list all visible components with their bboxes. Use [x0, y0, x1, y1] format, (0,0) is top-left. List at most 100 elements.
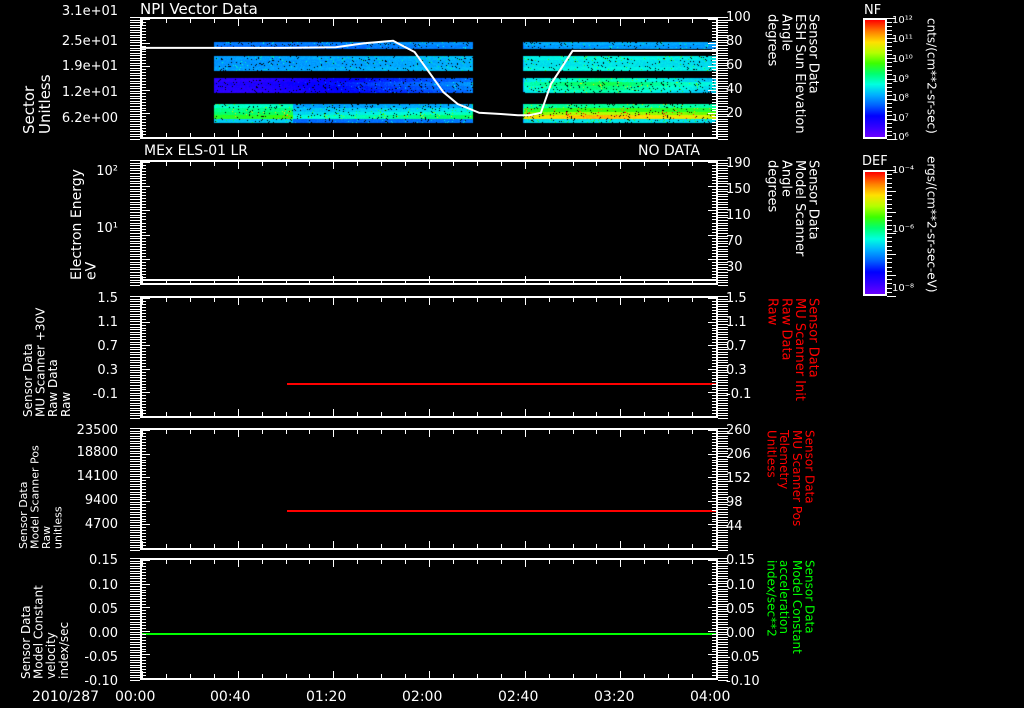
axis-tick — [130, 78, 140, 79]
axis-tick — [718, 609, 728, 610]
axis-tick — [130, 403, 140, 404]
colorbar-tick — [887, 87, 892, 88]
p2-rtick-0: 190 — [726, 156, 751, 171]
axis-tick — [130, 456, 140, 457]
colorbar-tick — [887, 283, 892, 284]
axis-tick — [130, 136, 140, 137]
axis-tick — [130, 670, 140, 671]
colorbar-tick — [887, 135, 892, 136]
axis-tick — [130, 573, 140, 574]
axis-tick — [718, 650, 728, 651]
axis-tick — [718, 251, 728, 252]
axis-tick — [718, 619, 728, 620]
axis-tick — [130, 249, 140, 250]
axis-tick — [130, 522, 140, 523]
axis-tick — [130, 207, 140, 208]
axis-tick — [130, 453, 140, 454]
colorbar-tick — [887, 46, 892, 47]
axis-tick — [718, 347, 728, 348]
colorbar-tick — [887, 187, 892, 188]
p5-rtick-5: -0.10 — [726, 674, 760, 689]
axis-tick — [718, 537, 728, 538]
axis-tick — [130, 497, 140, 498]
axis-tick — [130, 660, 140, 661]
axis-tick — [130, 304, 140, 305]
xaxis-tick-3: 02:00 — [402, 689, 443, 705]
colorbar-def-title: DEF — [862, 154, 888, 169]
axis-tick — [718, 321, 728, 322]
axis-tick — [130, 441, 140, 442]
axis-tick — [718, 365, 728, 366]
axis-tick — [130, 525, 140, 526]
axis-tick — [130, 73, 140, 74]
colorbar-tick — [887, 70, 892, 71]
axis-tick — [130, 514, 140, 515]
xaxis-tick-2: 01:20 — [306, 689, 347, 705]
colorbar-tick — [887, 216, 892, 217]
panel-mu-scanner-30v — [140, 296, 718, 418]
axis-tick — [130, 236, 140, 237]
axis-tick — [718, 121, 728, 122]
axis-tick — [130, 563, 140, 564]
colorbar-tick — [887, 50, 892, 51]
axis-tick — [718, 50, 728, 51]
axis-tick — [718, 497, 728, 498]
axis-tick — [718, 165, 728, 166]
p4-ytick-4: 4700 — [84, 517, 118, 532]
axis-tick — [718, 60, 728, 61]
axis-tick — [130, 375, 140, 376]
colorbar-def-tick-0: 10⁻⁴ — [892, 165, 915, 176]
axis-tick — [718, 136, 728, 137]
p5-rtick-2: 0.05 — [726, 602, 755, 617]
axis-tick — [130, 314, 140, 315]
p4-rtick-1: 206 — [726, 447, 751, 462]
p5-ytick-3: 0.00 — [89, 626, 118, 641]
axis-tick — [130, 385, 140, 386]
axis-tick — [718, 680, 728, 681]
axis-tick — [130, 299, 140, 300]
p5-ytick-4: -0.05 — [84, 650, 118, 665]
p2-left-axis-label: Electron Energy eV — [69, 169, 100, 280]
axis-tick — [718, 542, 728, 543]
axis-tick — [718, 73, 728, 74]
p1-left-axis-label: Sector Unitless — [20, 74, 54, 134]
axis-tick — [130, 114, 140, 115]
axis-tick — [130, 342, 140, 343]
axis-tick — [718, 22, 728, 23]
axis-tick — [718, 357, 728, 358]
p3-ytick-4: -0.1 — [92, 387, 118, 402]
axis-tick — [718, 75, 728, 76]
axis-tick — [718, 670, 728, 671]
axis-tick — [130, 370, 140, 371]
axis-tick — [130, 256, 140, 257]
axis-tick — [718, 306, 728, 307]
axis-tick — [130, 93, 140, 94]
axis-tick — [130, 20, 140, 21]
axis-tick — [130, 443, 140, 444]
axis-tick — [130, 352, 140, 353]
axis-tick — [130, 360, 140, 361]
axis-tick — [130, 413, 140, 414]
axis-tick — [130, 619, 140, 620]
axis-tick — [718, 408, 728, 409]
axis-tick — [718, 596, 728, 597]
axis-tick — [718, 301, 728, 302]
p4-ytick-2: 14100 — [76, 469, 118, 484]
axis-tick — [130, 50, 140, 51]
axis-tick — [718, 45, 728, 46]
axis-tick — [718, 275, 728, 276]
axis-tick — [130, 25, 140, 26]
axis-tick — [130, 101, 140, 102]
axis-tick — [718, 88, 728, 89]
colorbar-tick — [887, 66, 892, 67]
axis-tick — [718, 489, 728, 490]
axis-tick — [718, 98, 728, 99]
axis-tick — [130, 474, 140, 475]
axis-tick — [718, 233, 728, 234]
p5-rtick-3: 0.00 — [726, 626, 755, 641]
axis-tick — [718, 443, 728, 444]
axis-tick — [718, 37, 728, 38]
axis-tick — [718, 545, 728, 546]
axis-tick — [718, 512, 728, 513]
